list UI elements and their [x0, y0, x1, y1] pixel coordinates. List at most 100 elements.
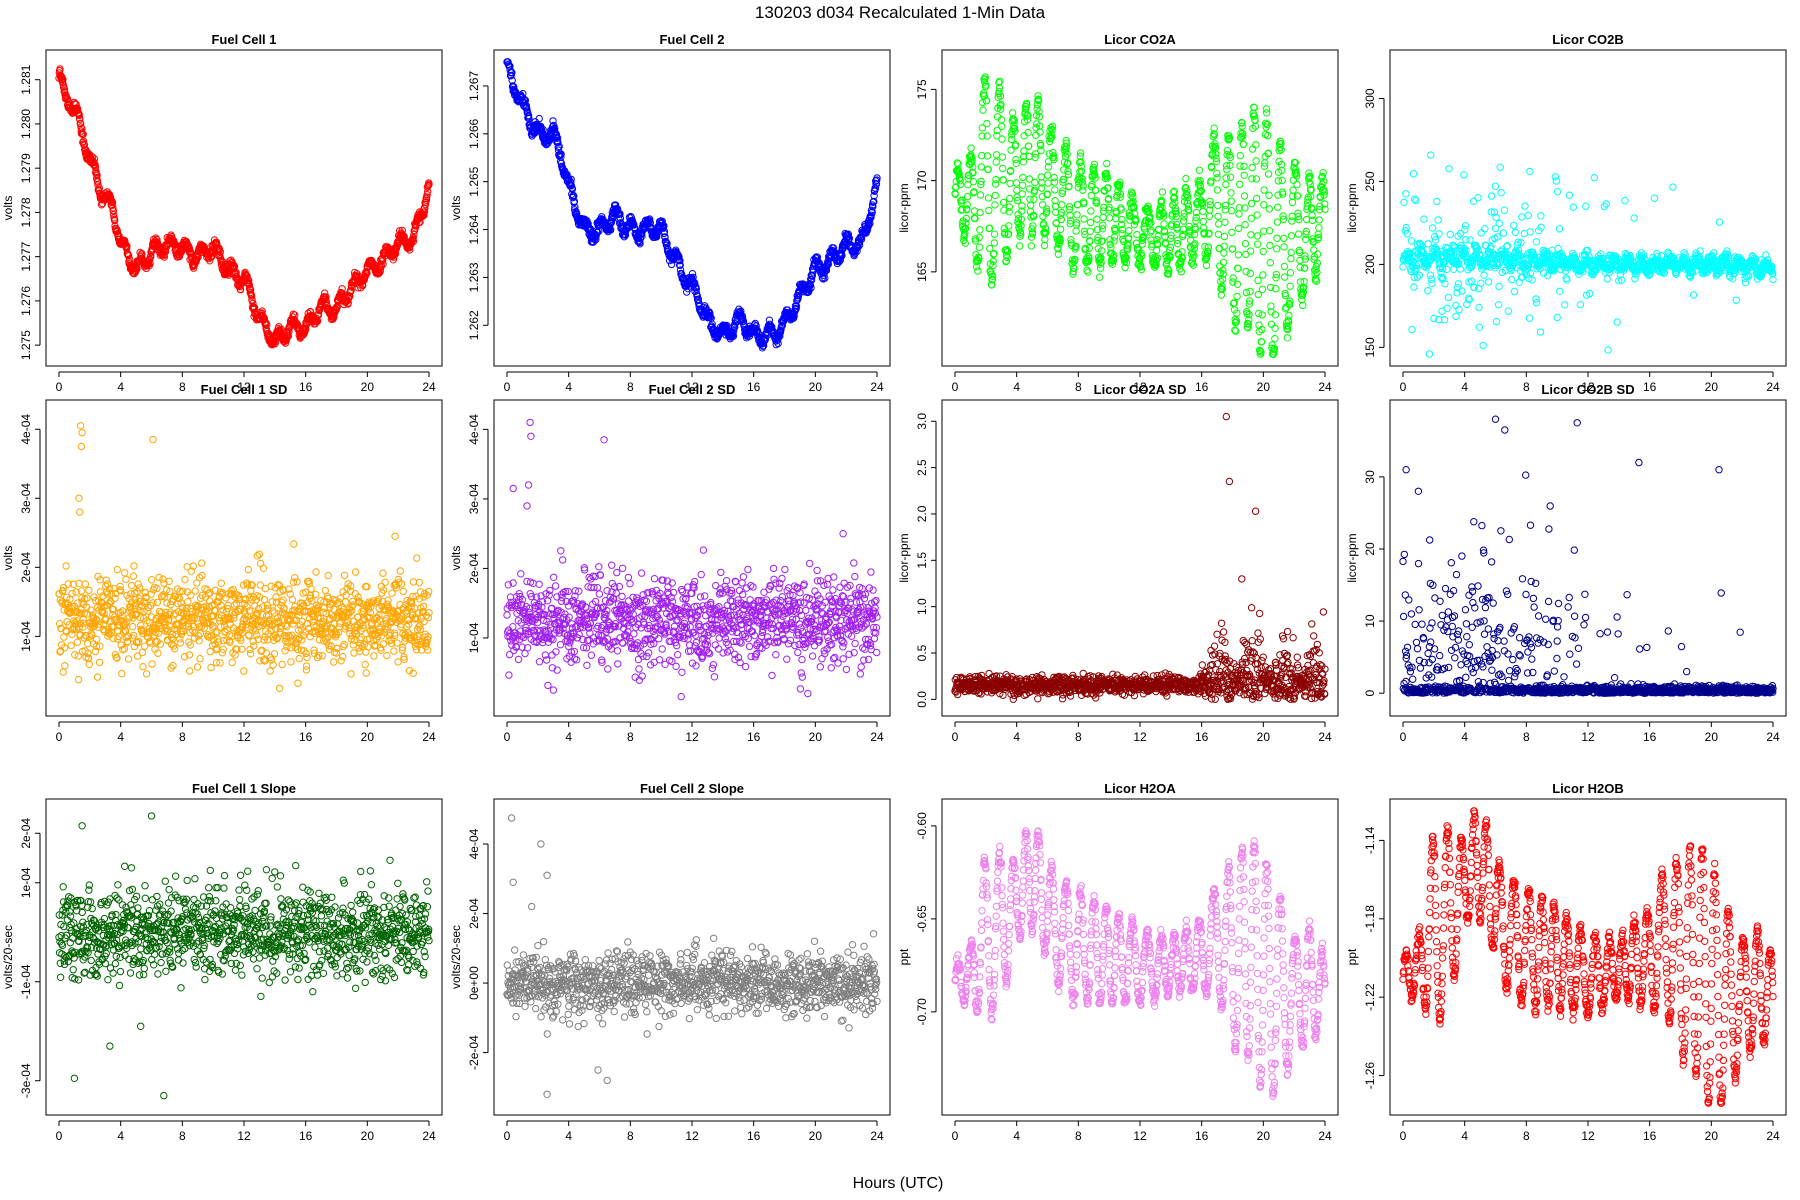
data-point — [1280, 234, 1288, 243]
data-point — [1565, 191, 1574, 199]
data-point — [1518, 213, 1526, 221]
x-tick-label: 20 — [1257, 380, 1271, 394]
data-point — [1576, 301, 1585, 309]
data-point — [1240, 171, 1248, 180]
plot-frame — [45, 399, 443, 717]
data-point — [1526, 167, 1534, 176]
x-tick-label: 20 — [361, 380, 375, 394]
data-point — [62, 562, 70, 570]
data-point — [124, 655, 133, 663]
data-point — [1477, 229, 1486, 237]
data-point — [1461, 222, 1470, 230]
y-tick-label: 1.281 — [19, 64, 33, 94]
data-point — [1485, 278, 1493, 286]
y-tick-label: 1.263 — [467, 262, 481, 292]
data-point — [1044, 171, 1052, 179]
x-tick-label: 0 — [952, 380, 959, 394]
data-point — [1604, 346, 1612, 354]
y-tick-label: 175 — [915, 79, 929, 99]
data-point — [1080, 215, 1088, 223]
data-point — [992, 158, 1000, 166]
data-point — [1280, 262, 1289, 271]
x-tick-label: 24 — [1766, 380, 1780, 394]
data-point — [175, 252, 184, 261]
data-point — [1494, 301, 1503, 309]
data-point — [1293, 180, 1301, 189]
data-point — [1621, 197, 1629, 205]
data-point — [111, 216, 119, 225]
data-point — [1133, 230, 1141, 239]
data-point — [1409, 170, 1418, 178]
data-point — [974, 267, 982, 275]
data-point — [1004, 230, 1013, 238]
data-point — [1252, 175, 1261, 183]
data-point — [1495, 282, 1503, 291]
x-tick-label: 12 — [237, 380, 251, 394]
data-point — [106, 193, 115, 202]
data-point — [1264, 131, 1272, 140]
x-tick-label: 16 — [1195, 380, 1209, 394]
data-point — [1500, 206, 1509, 214]
y-tick-label: 300 — [1363, 88, 1377, 108]
data-point — [1487, 192, 1496, 200]
data-point — [1087, 207, 1095, 215]
data-point — [59, 75, 67, 84]
data-point — [1236, 151, 1245, 160]
data-point — [990, 239, 998, 247]
data-point — [108, 198, 117, 207]
data-point — [1454, 280, 1463, 288]
data-point — [95, 184, 104, 192]
data-point — [1425, 350, 1434, 358]
data-point — [1258, 285, 1267, 293]
data-point — [1288, 198, 1297, 207]
x-tick-label: 4 — [117, 730, 124, 744]
y-axis-label: volts — [1, 546, 15, 571]
panel-0: Fuel Cell 10 4 8 12 16 20 241.2751.2761.2771.2… — [1, 32, 443, 394]
data-point — [1496, 163, 1504, 171]
data-point — [1274, 203, 1282, 211]
data-point — [1294, 230, 1303, 238]
data-point — [1018, 181, 1027, 189]
x-tick-label: 16 — [299, 730, 313, 744]
data-point — [1044, 179, 1052, 187]
data-point — [93, 673, 102, 681]
data-point — [1524, 211, 1533, 220]
data-point — [1252, 157, 1260, 165]
data-point — [1553, 188, 1562, 196]
data-point — [124, 252, 133, 260]
data-point — [985, 224, 994, 233]
data-point — [61, 662, 69, 670]
data-point — [1469, 197, 1478, 205]
data-point — [1235, 224, 1243, 233]
x-tick-label: 20 — [1705, 380, 1719, 394]
panel-1: Fuel Cell 20 4 8 12 16 20 241.2621.2631.2641.2… — [449, 32, 891, 394]
x-tick-label: 8 — [627, 380, 634, 394]
figure-title: 130203 d034 Recalculated 1-Min Data — [755, 3, 1046, 22]
data-point — [1263, 109, 1271, 117]
data-point — [1259, 271, 1267, 279]
data-point — [1555, 225, 1564, 233]
data-point — [1475, 303, 1483, 312]
data-point — [1199, 207, 1207, 216]
data-point — [1510, 287, 1519, 296]
data-point — [1216, 262, 1224, 270]
data-point — [1466, 236, 1474, 244]
data-point — [1229, 274, 1237, 282]
data-point — [1266, 241, 1274, 250]
data-point — [1289, 176, 1298, 184]
x-tick-label: 16 — [299, 380, 313, 394]
data-point — [1158, 188, 1167, 196]
data-point — [1160, 220, 1168, 228]
data-point — [1474, 194, 1482, 202]
data-point — [1012, 159, 1020, 168]
data-point — [1057, 215, 1066, 224]
data-point — [1480, 271, 1488, 279]
data-point — [1058, 201, 1066, 209]
data-point — [1526, 228, 1534, 236]
data-point — [991, 201, 999, 209]
data-point — [1253, 232, 1262, 240]
data-point — [1504, 307, 1513, 315]
x-tick-label: 16 — [1643, 380, 1657, 394]
y-tick-label: 1.266 — [467, 118, 481, 148]
data-point — [1446, 230, 1455, 239]
